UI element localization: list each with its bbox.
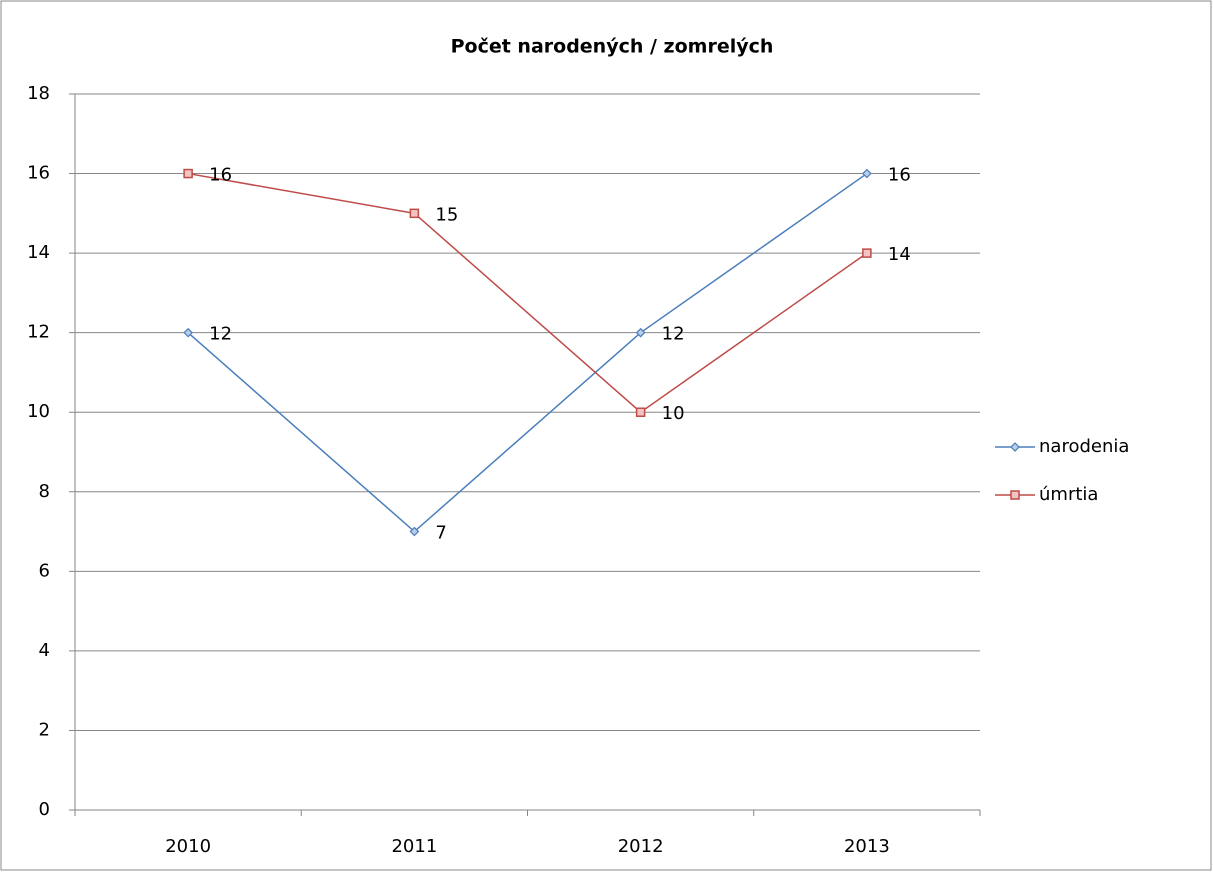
y-tick-label: 16 — [27, 163, 50, 184]
y-tick-label: 18 — [27, 83, 50, 104]
x-tick-label: 2011 — [391, 836, 437, 857]
data-label: 15 — [435, 204, 458, 225]
marker — [635, 407, 646, 417]
data-label: 16 — [888, 165, 911, 186]
marker — [1010, 442, 1020, 452]
x-tick-label: 2010 — [165, 836, 211, 857]
line — [187, 172, 868, 533]
data-label: 12 — [209, 324, 232, 345]
marker — [862, 248, 872, 258]
y-tick-label: 8 — [39, 481, 50, 502]
marker — [635, 327, 646, 338]
y-tick-label: 12 — [27, 322, 50, 343]
marker — [1010, 490, 1020, 500]
marker — [183, 168, 193, 179]
chart-title: Počet narodených / zomrelých — [451, 36, 774, 58]
marker — [183, 327, 193, 338]
y-tick-label: 6 — [39, 560, 50, 581]
y-tick-label: 10 — [27, 401, 50, 422]
legend-label: úmrtia — [1039, 484, 1098, 505]
y-tick-label: 4 — [39, 640, 50, 661]
y-tick-label: 14 — [27, 242, 50, 263]
data-label: 10 — [662, 403, 685, 424]
x-tick-label: 2012 — [618, 836, 664, 857]
data-label: 12 — [662, 324, 685, 345]
line — [187, 172, 868, 414]
data-label: 7 — [435, 523, 446, 544]
y-tick-label: 0 — [39, 799, 50, 820]
data-label: 14 — [888, 244, 911, 265]
marker — [409, 526, 420, 537]
x-tick-label: 2013 — [844, 836, 890, 857]
y-tick-label: 2 — [39, 719, 50, 740]
data-label: 16 — [209, 165, 232, 186]
marker — [409, 208, 420, 219]
marker — [862, 168, 872, 179]
legend-label: narodenia — [1039, 436, 1129, 457]
